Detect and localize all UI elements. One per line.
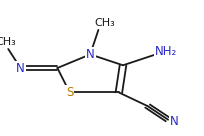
Text: N: N bbox=[85, 48, 94, 61]
Text: CH₃: CH₃ bbox=[0, 37, 17, 47]
Text: NH₂: NH₂ bbox=[154, 45, 176, 58]
Text: S: S bbox=[66, 86, 73, 99]
Text: N: N bbox=[169, 115, 178, 128]
Text: CH₃: CH₃ bbox=[94, 18, 114, 28]
Text: N: N bbox=[16, 61, 25, 75]
